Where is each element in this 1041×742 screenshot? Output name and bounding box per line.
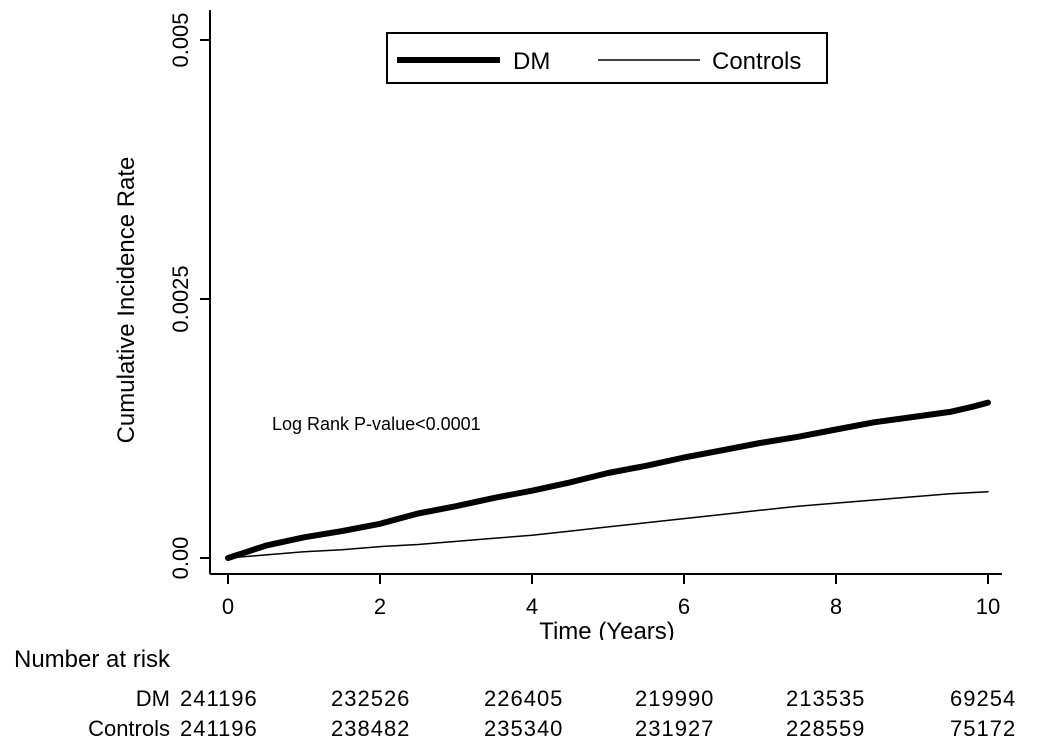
x-tick-label: 4 [526, 594, 538, 619]
risk-value: 69254 [950, 686, 1017, 711]
risk-value: 238482 [331, 716, 411, 741]
risk-row-label-dm: DM [135, 686, 170, 711]
x-tick-label: 10 [976, 594, 1000, 619]
risk-value: 228559 [786, 716, 866, 741]
risk-value: 219990 [635, 686, 715, 711]
risk-value: 232526 [331, 686, 411, 711]
risk-value: 75172 [950, 716, 1017, 741]
x-tick-label: 8 [830, 594, 842, 619]
risk-value: 241196 [180, 686, 258, 711]
risk-value: 241196 [180, 716, 258, 741]
y-axis-title: Cumulative Incidence Rate [113, 157, 140, 444]
risk-table-title: Number at risk [14, 646, 171, 673]
series-line-controls [227, 490, 989, 559]
legend-label-controls: Controls [712, 48, 801, 75]
risk-row-label-controls: Controls [88, 716, 170, 741]
risk-value: 213535 [786, 686, 866, 711]
log-rank-annotation: Log Rank P-value<0.0001 [272, 414, 481, 434]
x-axis-title: Time (Years) [539, 618, 675, 640]
x-tick-label: 2 [374, 594, 386, 619]
y-tick-label: 0.005 [168, 12, 193, 67]
risk-value: 231927 [635, 716, 715, 741]
y-tick-label: 0.0025 [168, 265, 193, 332]
cumulative-incidence-chart: 0 2 4 6 8 10 0.00 0.0025 0.005 Time (Years) Cum… [113, 10, 1002, 640]
x-tick-label: 0 [222, 594, 234, 619]
x-tick-label: 6 [678, 594, 690, 619]
risk-value: 226405 [484, 686, 564, 711]
legend-label-dm: DM [513, 48, 550, 75]
legend: DM Controls [386, 32, 828, 84]
risk-value: 235340 [484, 716, 564, 741]
y-tick-label: 0.00 [168, 537, 193, 580]
series-line-dm [225, 399, 991, 561]
